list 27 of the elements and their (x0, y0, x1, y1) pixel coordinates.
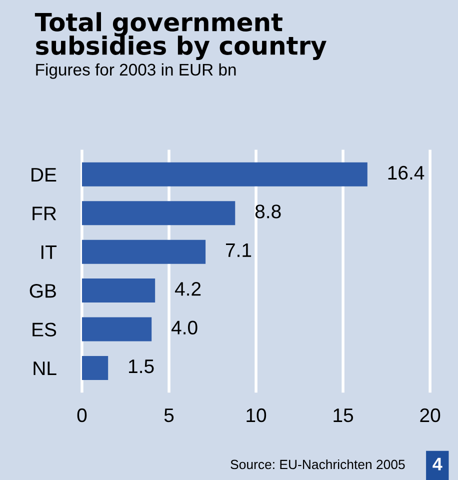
chart-title: Total government subsidies by country (34, 12, 326, 60)
data-label: 7.1 (226, 243, 252, 257)
bar (82, 278, 156, 303)
bar (82, 201, 236, 226)
bar (82, 162, 368, 186)
y-tick-label: DE (32, 168, 56, 182)
y-tick-label: GB (30, 284, 56, 298)
bar (82, 356, 108, 380)
data-label: 1.5 (129, 360, 154, 374)
x-tick-label: 0 (77, 408, 87, 422)
data-label: 4.0 (171, 320, 198, 334)
bar (82, 240, 206, 264)
x-tick-label: 15 (334, 408, 354, 422)
source-note: Source: EU-Nachrichten 2005 (230, 459, 405, 470)
x-tick-label: 10 (246, 408, 266, 422)
y-tick-label: ES (32, 322, 56, 336)
text: 4 (432, 458, 442, 470)
x-tick-label: 20 (420, 408, 440, 422)
bar (82, 317, 152, 342)
chart-subtitle: Figures for 2003 in EUR bn (36, 63, 236, 79)
y-tick-label: FR (32, 206, 56, 220)
y-tick-label: NL (34, 362, 56, 376)
y-tick-label: IT (42, 246, 57, 259)
data-label: 16.4 (388, 166, 424, 180)
data-label: 8.8 (255, 204, 281, 218)
x-tick-label: 5 (164, 408, 174, 422)
data-label: 4.2 (174, 282, 201, 296)
